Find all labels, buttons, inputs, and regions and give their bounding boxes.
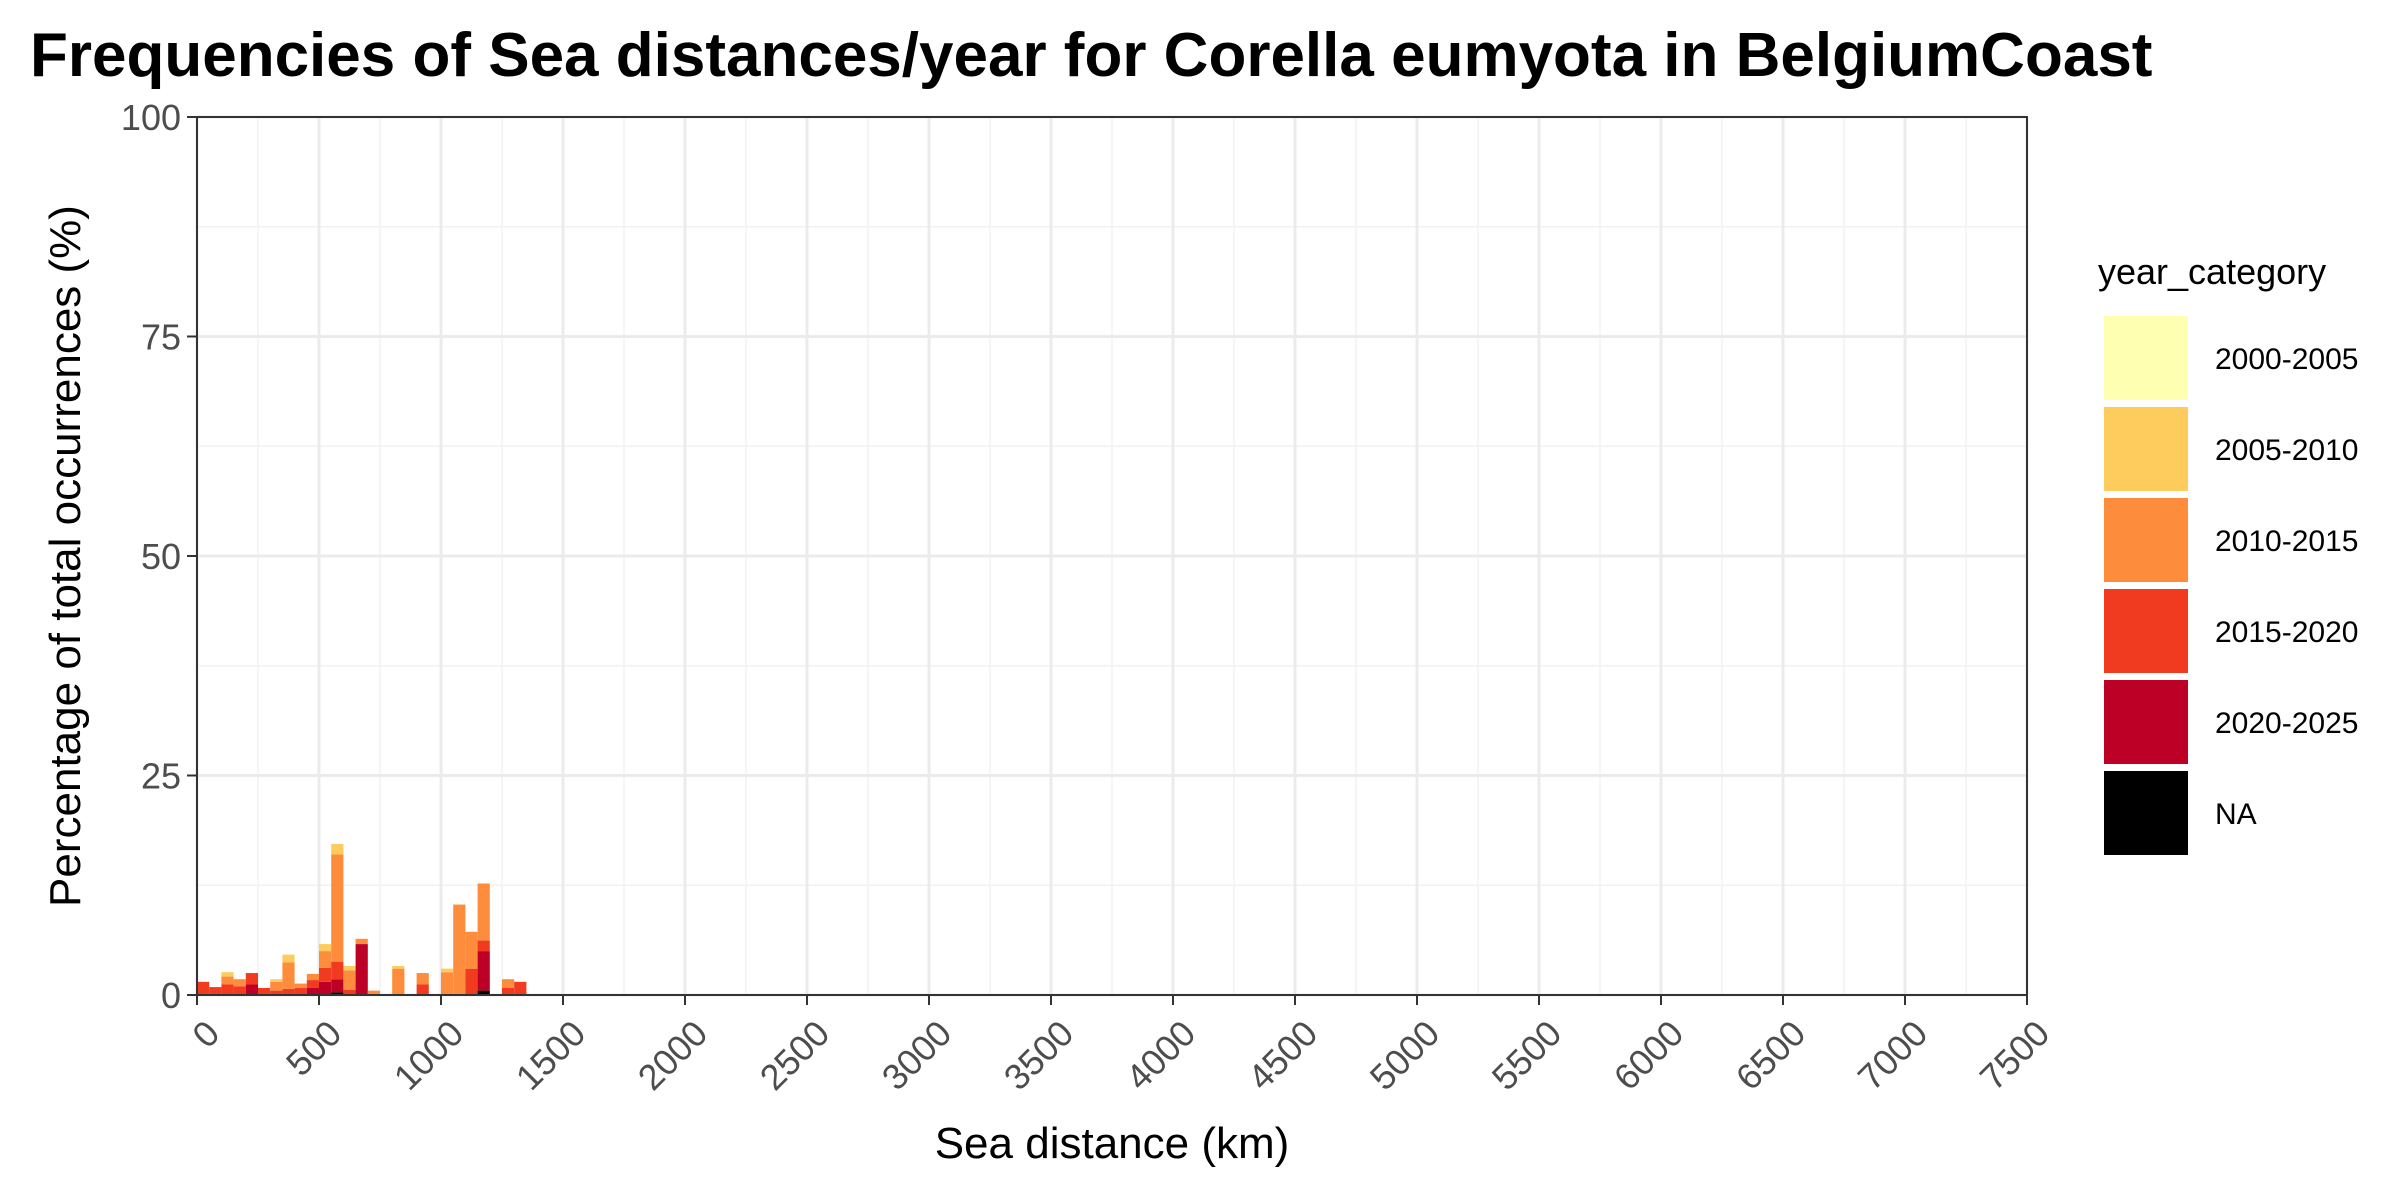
y-axis-title: Percentage of total occurrences (%): [41, 205, 90, 907]
y-tick-label: 75: [141, 317, 181, 358]
bar-segment-2010-2015: [221, 976, 234, 985]
bar-segment-2020-2025: [319, 981, 332, 995]
bar-segment-2005-2010: [441, 968, 454, 973]
bar-segment-2015-2020: [477, 940, 490, 952]
x-axis-title: Sea distance (km): [935, 1119, 1290, 1168]
bar-segment-2015-2020: [258, 987, 271, 995]
x-tick-label: 1500: [508, 1012, 594, 1098]
x-tick-label: 4000: [1118, 1012, 1204, 1098]
bar-segment-2020-2025: [245, 984, 258, 995]
bar-segment-2015-2020: [416, 984, 429, 995]
bar-segment-na: [331, 992, 344, 995]
legend-key: [2104, 498, 2188, 582]
bar-segment-2010-2015: [355, 938, 368, 945]
bar-segment-2010-2015: [502, 979, 515, 988]
bar-segment-2020-2025: [306, 987, 319, 995]
y-tick-label: 0: [161, 975, 181, 1016]
legend-key: [2104, 589, 2188, 673]
bar-segment-2010-2015: [343, 970, 356, 990]
bar-segment-2005-2010: [221, 972, 234, 977]
bar-segment-2015-2020: [270, 990, 283, 995]
bar-segment-2010-2015: [331, 854, 344, 962]
bar-segment-na: [477, 990, 490, 995]
bar-segment-2015-2020: [245, 973, 258, 985]
bar-segment-2015-2020: [197, 981, 210, 995]
x-tick-label: 2500: [752, 1012, 838, 1098]
bar-segment-2015-2020: [294, 987, 307, 995]
bar-segment-2010-2015: [270, 981, 283, 991]
bar-segment-2005-2010: [392, 966, 405, 969]
chart-title: Frequencies of Sea distances/year for Co…: [30, 21, 2153, 90]
x-tick-label: 6500: [1728, 1012, 1814, 1098]
bar-segment-2015-2020: [502, 987, 515, 995]
legend-items: 2000-2005 2005-2010 2010-2015 2015-2020 2020…: [2104, 316, 2358, 855]
legend-label: 2005-2010: [2215, 434, 2358, 467]
bar-segment-2010-2015: [294, 983, 307, 988]
x-tick-label: 2000: [630, 1012, 716, 1098]
legend-label: NA: [2215, 798, 2257, 831]
bars-layer: [197, 843, 527, 995]
legend-title: year_category: [2098, 251, 2326, 292]
legend-key: [2104, 407, 2188, 491]
bar-segment-2005-2010: [319, 944, 332, 952]
bar-segment-2015-2020: [514, 981, 527, 995]
bar-segment-2015-2020: [209, 987, 222, 995]
bar-segment-2010-2015: [319, 951, 332, 968]
y-tick-label: 100: [121, 97, 181, 138]
bar-segment-2015-2020: [306, 980, 319, 988]
bar-segment-2010-2015: [477, 883, 490, 941]
x-tick-label: 0: [184, 1012, 227, 1055]
bar-segment-2010-2015: [306, 973, 319, 981]
x-tick-label: 3500: [996, 1012, 1082, 1098]
x-tick-label: 3000: [874, 1012, 960, 1098]
bar-segment-2015-2020: [221, 984, 234, 995]
bar-segment-2020-2025: [477, 951, 490, 991]
legend-key: [2104, 680, 2188, 764]
x-tick-label: 500: [278, 1012, 349, 1083]
y-tick-label: 50: [141, 536, 181, 577]
bar-segment-2010-2015: [465, 931, 478, 969]
bar-segment-2010-2015: [367, 990, 380, 995]
bar-segment-2010-2015: [453, 904, 466, 995]
x-tick-label: 4500: [1240, 1012, 1326, 1098]
bar-segment-2015-2020: [233, 986, 246, 995]
x-tick-label: 5500: [1484, 1012, 1570, 1098]
legend-key: [2104, 771, 2188, 855]
bar-segment-2020-2025: [331, 979, 344, 993]
x-tick-label: 1000: [386, 1012, 472, 1098]
bar-segment-2015-2020: [331, 961, 344, 980]
legend-label: 2020-2025: [2215, 707, 2358, 740]
bar-segment-2015-2020: [282, 988, 295, 995]
x-tick-label: 7000: [1850, 1012, 1936, 1098]
bar-segment-2005-2010: [282, 954, 295, 963]
x-tick-label: 6000: [1606, 1012, 1692, 1098]
x-tick-label: 7500: [1972, 1012, 2058, 1098]
legend: year_category 2000-2005 2005-2010 2010-201…: [2098, 251, 2358, 855]
bar-segment-2015-2020: [465, 968, 478, 995]
bar-segment-2005-2010: [270, 979, 283, 982]
bar-segment-2015-2020: [319, 967, 332, 982]
y-tick-label: 25: [141, 756, 181, 797]
bar-segment-2010-2015: [441, 972, 454, 995]
bar-segment-2020-2025: [355, 944, 368, 995]
legend-label: 2010-2015: [2215, 525, 2358, 558]
bar-segment-2010-2015: [233, 979, 246, 987]
x-tick-label: 5000: [1362, 1012, 1448, 1098]
legend-label: 2015-2020: [2215, 616, 2358, 649]
legend-key: [2104, 316, 2188, 400]
bar-segment-2010-2015: [416, 973, 429, 985]
bar-segment-2005-2010: [331, 843, 344, 855]
bar-segment-2010-2015: [392, 968, 405, 995]
legend-label: 2000-2005: [2215, 343, 2358, 376]
bar-segment-2015-2020: [343, 989, 356, 995]
bar-segment-2005-2010: [343, 966, 356, 971]
bar-segment-2010-2015: [282, 962, 295, 989]
grid-layer: [195, 115, 2029, 997]
